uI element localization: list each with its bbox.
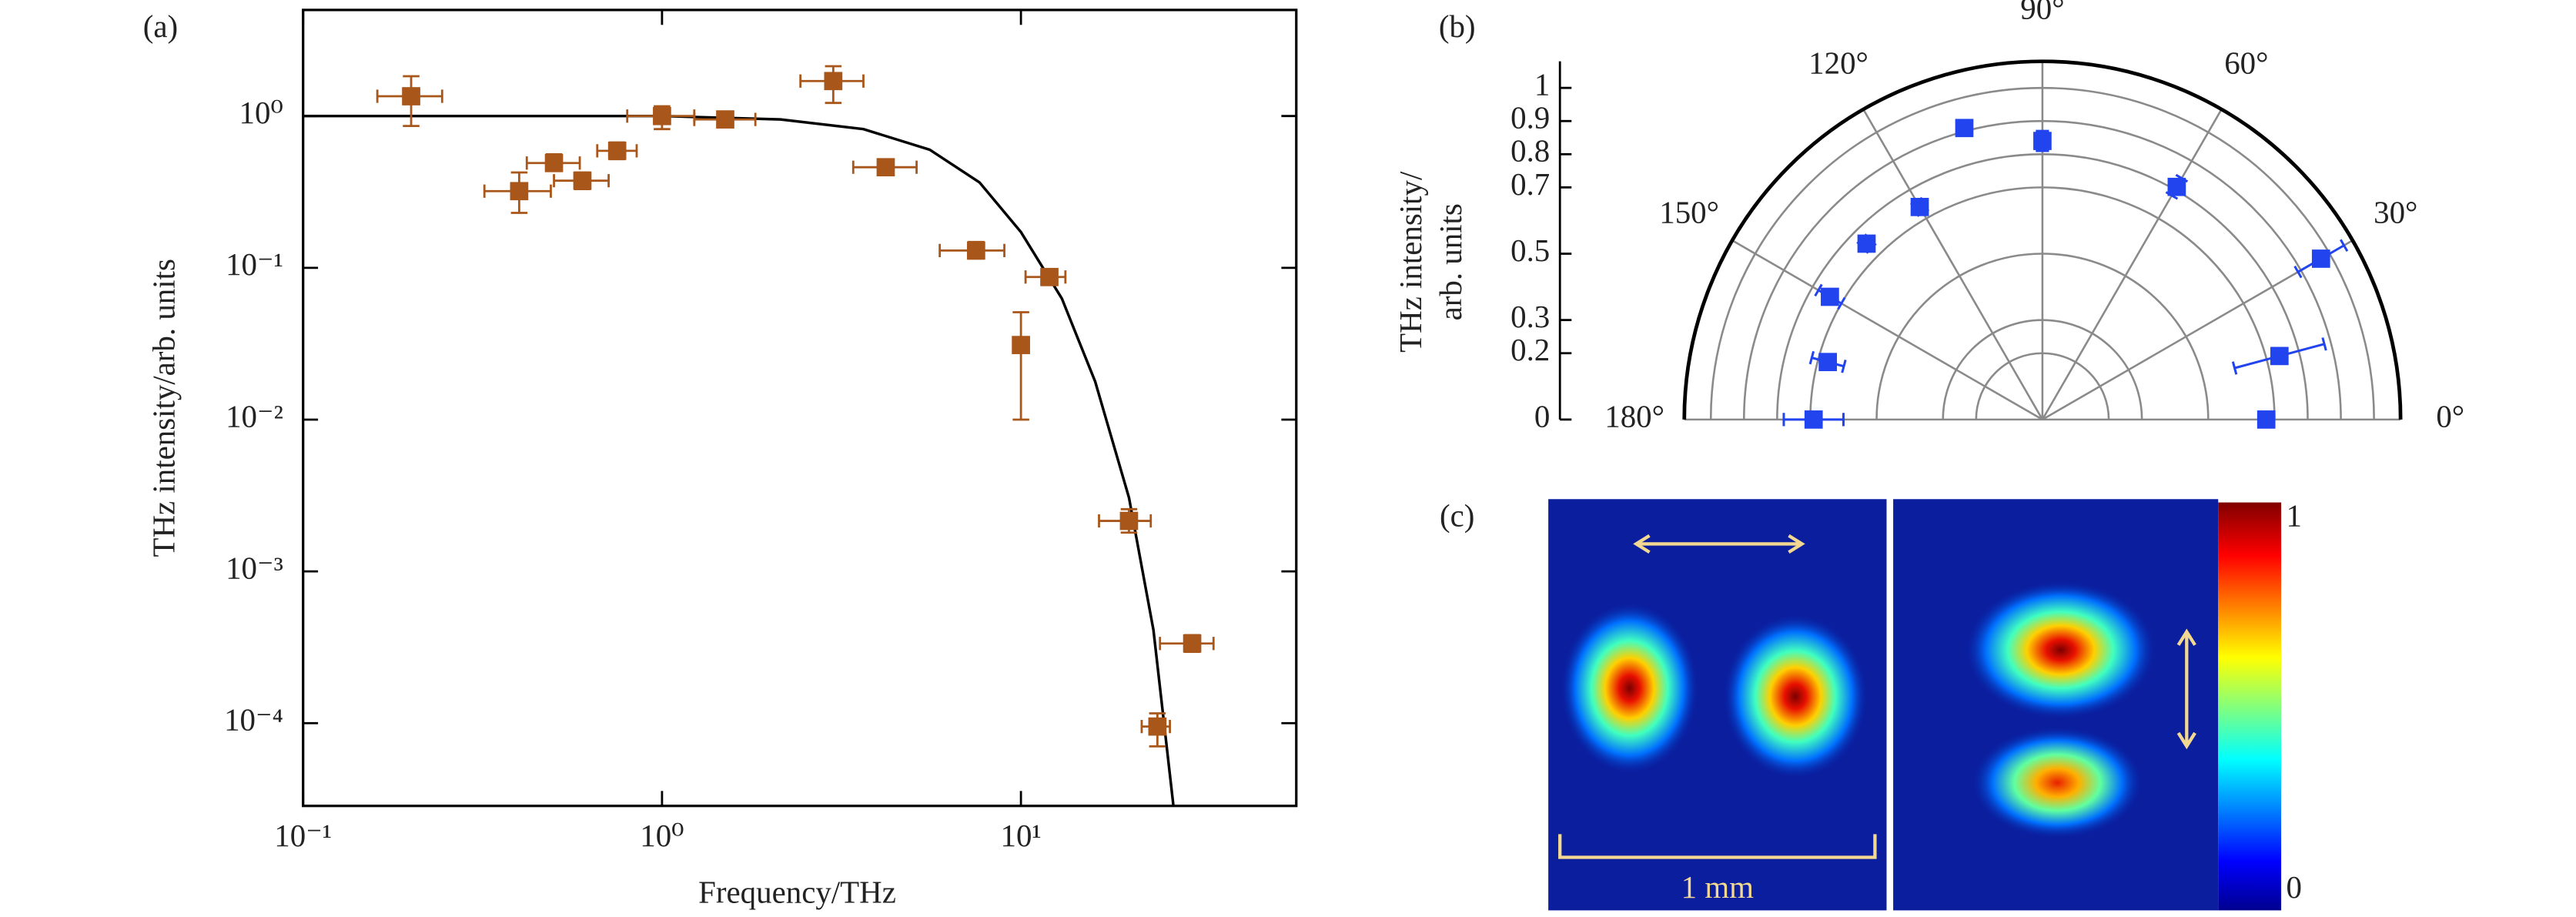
panel-label: (a) bbox=[143, 9, 178, 44]
data-point bbox=[2167, 177, 2186, 196]
theta-tick-label: 0° bbox=[2436, 399, 2464, 433]
data-point bbox=[1119, 511, 1139, 530]
data-point bbox=[1804, 410, 1823, 429]
theta-tick-label: 120° bbox=[1808, 45, 1868, 80]
r-tick-label: 0.3 bbox=[1510, 300, 1550, 334]
scale-bar bbox=[1558, 834, 1877, 859]
x-tick-label: 10⁻¹ bbox=[274, 818, 332, 853]
data-point bbox=[2311, 249, 2330, 268]
beam-spot bbox=[1560, 601, 1700, 775]
panel-c: (c) 1 mm 1 0 bbox=[1440, 499, 2302, 911]
data-point bbox=[1818, 353, 1838, 372]
r-tick-label: 1 bbox=[1534, 68, 1550, 102]
data-point bbox=[824, 72, 843, 91]
data-point bbox=[653, 106, 671, 126]
r-tick-label: 0.7 bbox=[1510, 167, 1550, 202]
theta-tick-label: 30° bbox=[2374, 195, 2417, 229]
y-tick-label: 10⁰ bbox=[239, 95, 283, 130]
theta-tick-label: 180° bbox=[1604, 399, 1664, 433]
r-tick-label: 0.8 bbox=[1510, 134, 1550, 169]
x-axis-label: Frequency/THz bbox=[698, 875, 896, 909]
grid-spoke bbox=[2041, 109, 2223, 420]
fit-curve bbox=[303, 114, 1175, 806]
grid-spoke bbox=[1731, 239, 2043, 421]
data-point bbox=[573, 171, 592, 190]
x-tick-label: 10¹ bbox=[1001, 818, 1042, 853]
data-point bbox=[1148, 717, 1167, 736]
y-tick-label: 10⁻¹ bbox=[226, 247, 283, 282]
y-tick-label: 10⁻² bbox=[226, 399, 283, 433]
data-point bbox=[1012, 336, 1030, 354]
data-point bbox=[1955, 119, 1974, 138]
beam-spot bbox=[1964, 580, 2157, 720]
data-point bbox=[716, 110, 734, 129]
r-tick-label: 0.9 bbox=[1510, 101, 1550, 136]
y-tick-label: 10⁻³ bbox=[226, 551, 283, 585]
data-point bbox=[2270, 346, 2289, 366]
data-point bbox=[1040, 267, 1059, 286]
colorbar-label: 0 bbox=[2287, 870, 2302, 905]
data-point bbox=[2033, 132, 2052, 150]
polarization-arrow bbox=[1633, 534, 2196, 750]
y-error-bar bbox=[1012, 311, 1029, 421]
scale-label: 1 mm bbox=[1681, 870, 1754, 905]
colorbar-label: 1 bbox=[2287, 499, 2302, 534]
data-point bbox=[876, 158, 895, 177]
polar-frame bbox=[1682, 59, 2403, 420]
data-point bbox=[402, 87, 420, 105]
y-axis-label: arb. units bbox=[1434, 203, 1468, 320]
data-point bbox=[1821, 287, 1839, 306]
y-axis-label: THz intensity/arb. units bbox=[146, 259, 181, 557]
beam-spot bbox=[1722, 613, 1868, 780]
data-point bbox=[1910, 197, 1929, 216]
panel-a: (a) Frequency/THz THz intensity/arb. uni… bbox=[143, 8, 1298, 909]
r-tick-label: 0.2 bbox=[1510, 333, 1550, 367]
data-point bbox=[607, 142, 627, 160]
plot-frame bbox=[302, 8, 1298, 808]
theta-tick-label: 90° bbox=[2020, 0, 2064, 25]
data-point bbox=[2257, 410, 2276, 429]
y-tick-label: 10⁻⁴ bbox=[224, 703, 283, 738]
x-tick-label: 10⁰ bbox=[640, 818, 684, 853]
panel-label: (b) bbox=[1439, 9, 1476, 44]
data-point bbox=[510, 182, 529, 201]
theta-tick-label: 150° bbox=[1659, 195, 1719, 229]
data-point bbox=[967, 241, 985, 260]
data-point bbox=[1857, 234, 1876, 253]
panel-b: (b) THz intensity/ arb. units 0 0.20.3 0.5… bbox=[1393, 0, 2464, 433]
grid-spoke bbox=[1862, 109, 2044, 420]
data-point bbox=[544, 153, 564, 172]
beam-spot bbox=[1971, 726, 2144, 839]
r-tick-label: 0 bbox=[1534, 399, 1550, 433]
colorbar bbox=[2218, 502, 2282, 911]
r-tick-label: 0.5 bbox=[1510, 233, 1550, 268]
panel-label: (c) bbox=[1440, 499, 1474, 534]
y-axis-label: THz intensity/ bbox=[1393, 171, 1428, 353]
data-point bbox=[1183, 634, 1202, 653]
theta-tick-label: 60° bbox=[2224, 45, 2268, 80]
